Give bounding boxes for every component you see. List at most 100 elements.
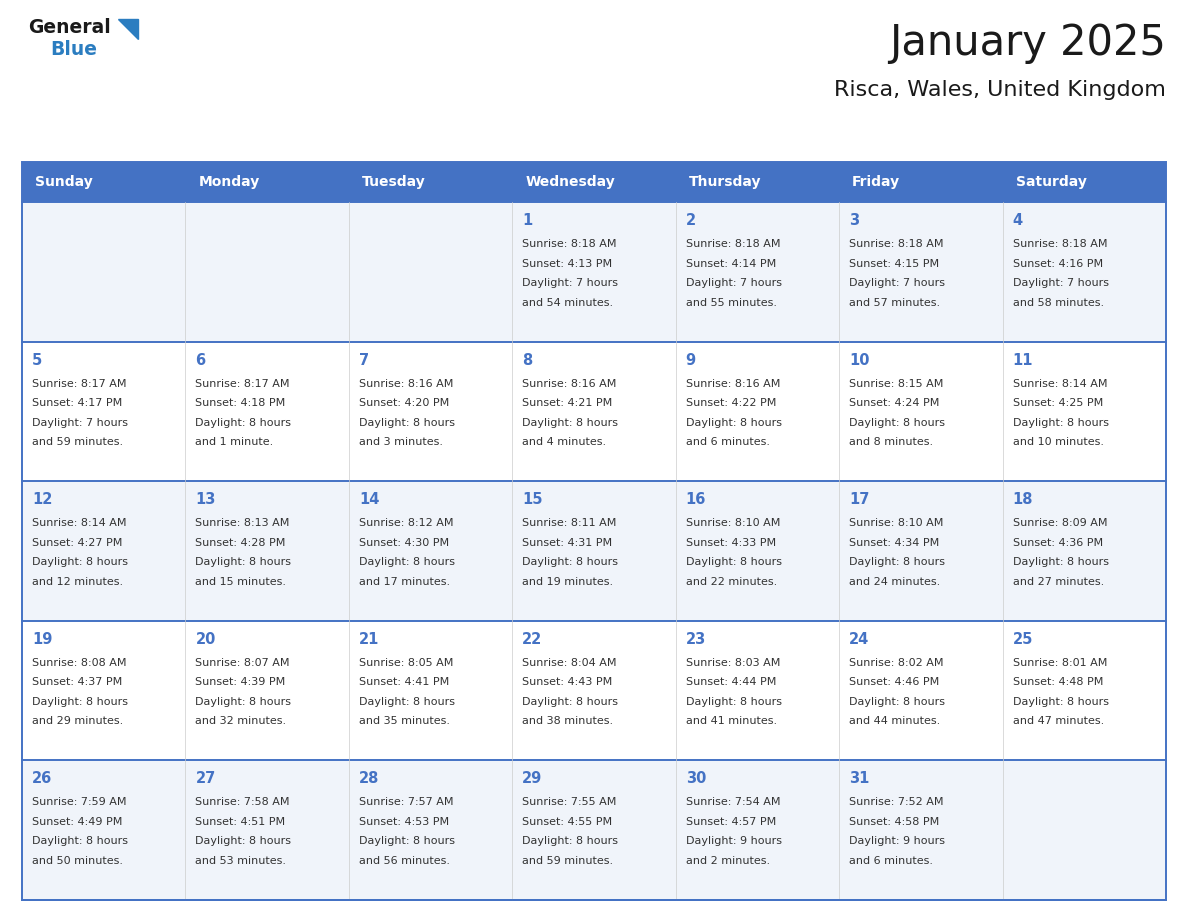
Text: Daylight: 8 hours: Daylight: 8 hours [849, 557, 946, 567]
Text: 9: 9 [685, 353, 696, 367]
Text: Sunset: 4:58 PM: Sunset: 4:58 PM [849, 817, 940, 827]
Text: and 53 minutes.: and 53 minutes. [196, 856, 286, 866]
Text: Sunrise: 8:18 AM: Sunrise: 8:18 AM [1012, 239, 1107, 249]
Text: Sunrise: 8:10 AM: Sunrise: 8:10 AM [685, 518, 781, 528]
Text: and 8 minutes.: and 8 minutes. [849, 437, 934, 447]
Text: Sunset: 4:53 PM: Sunset: 4:53 PM [359, 817, 449, 827]
Text: and 2 minutes.: and 2 minutes. [685, 856, 770, 866]
Bar [23, 162, 1165, 202]
Text: Sunrise: 8:12 AM: Sunrise: 8:12 AM [359, 518, 454, 528]
Text: Daylight: 8 hours: Daylight: 8 hours [196, 697, 291, 707]
Text: Friday: Friday [852, 175, 901, 189]
Text: Sunset: 4:43 PM: Sunset: 4:43 PM [523, 677, 613, 688]
Text: Sunset: 4:34 PM: Sunset: 4:34 PM [849, 538, 940, 548]
Text: Sunset: 4:20 PM: Sunset: 4:20 PM [359, 398, 449, 409]
Text: 26: 26 [32, 771, 52, 787]
Text: 6: 6 [196, 353, 206, 367]
Text: Daylight: 8 hours: Daylight: 8 hours [359, 697, 455, 707]
Text: 11: 11 [1012, 353, 1034, 367]
Text: Daylight: 8 hours: Daylight: 8 hours [32, 836, 128, 846]
Text: 25: 25 [1012, 632, 1032, 647]
Text: Sunrise: 8:13 AM: Sunrise: 8:13 AM [196, 518, 290, 528]
Text: and 41 minutes.: and 41 minutes. [685, 716, 777, 726]
Text: Daylight: 7 hours: Daylight: 7 hours [685, 278, 782, 288]
Text: and 19 minutes.: and 19 minutes. [523, 577, 613, 587]
Text: Daylight: 8 hours: Daylight: 8 hours [196, 836, 291, 846]
Text: 18: 18 [1012, 492, 1034, 508]
Text: and 27 minutes.: and 27 minutes. [1012, 577, 1104, 587]
Text: Sunset: 4:31 PM: Sunset: 4:31 PM [523, 538, 612, 548]
Text: Sunset: 4:21 PM: Sunset: 4:21 PM [523, 398, 613, 409]
Text: and 58 minutes.: and 58 minutes. [1012, 297, 1104, 308]
Text: Sunrise: 8:01 AM: Sunrise: 8:01 AM [1012, 658, 1107, 667]
Text: Sunrise: 8:09 AM: Sunrise: 8:09 AM [1012, 518, 1107, 528]
Text: 20: 20 [196, 632, 216, 647]
Text: Sunset: 4:15 PM: Sunset: 4:15 PM [849, 259, 940, 268]
Text: Daylight: 8 hours: Daylight: 8 hours [196, 418, 291, 428]
Text: Sunset: 4:14 PM: Sunset: 4:14 PM [685, 259, 776, 268]
Text: Daylight: 8 hours: Daylight: 8 hours [196, 557, 291, 567]
Text: 30: 30 [685, 771, 706, 787]
Text: Sunset: 4:25 PM: Sunset: 4:25 PM [1012, 398, 1102, 409]
Text: Sunset: 4:27 PM: Sunset: 4:27 PM [32, 538, 122, 548]
Text: 23: 23 [685, 632, 706, 647]
Text: Sunset: 4:36 PM: Sunset: 4:36 PM [1012, 538, 1102, 548]
Text: 24: 24 [849, 632, 870, 647]
Text: Daylight: 8 hours: Daylight: 8 hours [523, 836, 618, 846]
Text: and 6 minutes.: and 6 minutes. [685, 437, 770, 447]
Text: Daylight: 8 hours: Daylight: 8 hours [523, 697, 618, 707]
Text: 19: 19 [32, 632, 52, 647]
Text: Sunrise: 8:11 AM: Sunrise: 8:11 AM [523, 518, 617, 528]
Text: 7: 7 [359, 353, 369, 367]
Text: Sunset: 4:30 PM: Sunset: 4:30 PM [359, 538, 449, 548]
Text: Sunset: 4:28 PM: Sunset: 4:28 PM [196, 538, 286, 548]
Text: Sunrise: 7:55 AM: Sunrise: 7:55 AM [523, 798, 617, 808]
Text: General: General [29, 18, 110, 37]
Text: 16: 16 [685, 492, 706, 508]
Text: Daylight: 7 hours: Daylight: 7 hours [523, 278, 618, 288]
Text: and 10 minutes.: and 10 minutes. [1012, 437, 1104, 447]
Bar [23, 162, 1165, 900]
Text: Sunset: 4:57 PM: Sunset: 4:57 PM [685, 817, 776, 827]
Text: Sunset: 4:13 PM: Sunset: 4:13 PM [523, 259, 612, 268]
Text: Sunrise: 8:16 AM: Sunrise: 8:16 AM [359, 378, 454, 388]
Text: 27: 27 [196, 771, 216, 787]
Text: 2: 2 [685, 213, 696, 228]
Text: Risca, Wales, United Kingdom: Risca, Wales, United Kingdom [834, 80, 1165, 100]
Text: Sunrise: 8:05 AM: Sunrise: 8:05 AM [359, 658, 454, 667]
Bar [23, 621, 1165, 760]
Text: Sunrise: 8:14 AM: Sunrise: 8:14 AM [32, 518, 126, 528]
Text: Daylight: 8 hours: Daylight: 8 hours [523, 418, 618, 428]
Text: Daylight: 8 hours: Daylight: 8 hours [1012, 697, 1108, 707]
Text: January 2025: January 2025 [889, 22, 1165, 64]
Text: Daylight: 9 hours: Daylight: 9 hours [849, 836, 946, 846]
Text: Daylight: 8 hours: Daylight: 8 hours [685, 418, 782, 428]
Text: 14: 14 [359, 492, 379, 508]
Text: Daylight: 7 hours: Daylight: 7 hours [32, 418, 128, 428]
Text: Sunset: 4:44 PM: Sunset: 4:44 PM [685, 677, 776, 688]
Text: 29: 29 [523, 771, 543, 787]
Text: Sunset: 4:51 PM: Sunset: 4:51 PM [196, 817, 285, 827]
Text: Sunrise: 8:08 AM: Sunrise: 8:08 AM [32, 658, 126, 667]
Text: Sunrise: 8:16 AM: Sunrise: 8:16 AM [523, 378, 617, 388]
Text: and 56 minutes.: and 56 minutes. [359, 856, 450, 866]
Text: and 24 minutes.: and 24 minutes. [849, 577, 941, 587]
Text: Sunrise: 8:10 AM: Sunrise: 8:10 AM [849, 518, 943, 528]
Text: Sunset: 4:22 PM: Sunset: 4:22 PM [685, 398, 776, 409]
Text: Wednesday: Wednesday [525, 175, 615, 189]
Polygon shape [119, 19, 138, 39]
Text: Sunrise: 8:18 AM: Sunrise: 8:18 AM [685, 239, 781, 249]
Text: Daylight: 8 hours: Daylight: 8 hours [1012, 418, 1108, 428]
Text: Sunrise: 7:57 AM: Sunrise: 7:57 AM [359, 798, 454, 808]
Text: Sunrise: 8:15 AM: Sunrise: 8:15 AM [849, 378, 943, 388]
Bar [23, 341, 1165, 481]
Text: 15: 15 [523, 492, 543, 508]
Text: Sunset: 4:16 PM: Sunset: 4:16 PM [1012, 259, 1102, 268]
Text: Tuesday: Tuesday [362, 175, 425, 189]
Text: Sunrise: 7:59 AM: Sunrise: 7:59 AM [32, 798, 126, 808]
Text: Daylight: 8 hours: Daylight: 8 hours [685, 557, 782, 567]
Text: 8: 8 [523, 353, 532, 367]
Text: Sunrise: 8:07 AM: Sunrise: 8:07 AM [196, 658, 290, 667]
Text: Sunset: 4:49 PM: Sunset: 4:49 PM [32, 817, 122, 827]
Text: Daylight: 8 hours: Daylight: 8 hours [32, 557, 128, 567]
